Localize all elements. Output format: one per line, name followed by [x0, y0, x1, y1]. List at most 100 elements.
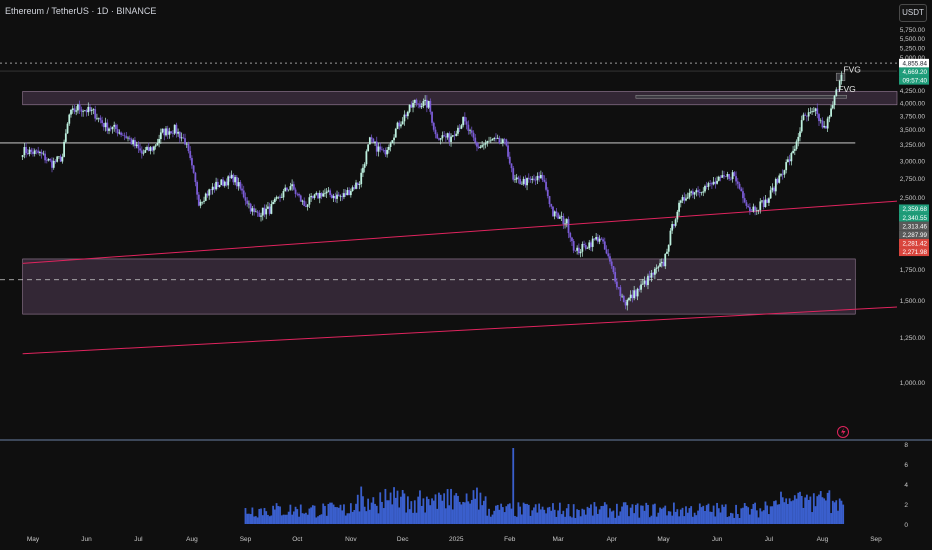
volume-bar: [785, 498, 788, 524]
volume-bar: [672, 502, 675, 524]
candle: [495, 138, 497, 139]
volume-bar: [282, 514, 285, 524]
candle: [374, 141, 376, 143]
candle: [218, 184, 221, 188]
candle: [268, 206, 271, 214]
volume-bar: [723, 506, 725, 524]
price-tag-label: 2,340.55: [902, 215, 927, 222]
volume-bar: [686, 512, 689, 524]
candle: [410, 104, 413, 108]
candle: [365, 151, 368, 165]
price-tag-label: 2,281.42: [902, 241, 927, 248]
candle: [272, 202, 275, 205]
volume-bar: [422, 498, 425, 524]
candle: [555, 211, 558, 214]
candle: [344, 193, 347, 196]
volume-bar: [660, 508, 663, 524]
volume-bar: [562, 510, 565, 524]
volume-bar: [251, 507, 254, 524]
candle: [626, 299, 629, 306]
volume-bar: [362, 496, 364, 524]
volume-bar: [745, 505, 748, 524]
candle: [225, 181, 228, 186]
candle: [786, 159, 789, 163]
candle: [615, 281, 618, 288]
volume-bar: [564, 516, 566, 524]
candle: [482, 144, 485, 146]
candle: [196, 182, 199, 195]
volume-bar: [679, 509, 682, 524]
volume-bar: [728, 516, 731, 524]
candle: [298, 193, 300, 196]
candle: [719, 176, 722, 178]
volume-bar: [759, 508, 762, 524]
candle: [450, 136, 452, 142]
candle: [111, 126, 114, 130]
volume-bar: [514, 515, 516, 524]
candle: [425, 99, 428, 108]
volume-bar: [767, 514, 770, 524]
volume-bar: [258, 508, 261, 524]
volume-bar: [244, 508, 247, 524]
candle: [830, 108, 832, 117]
volume-axis[interactable]: 0 2 4 6 8: [904, 442, 908, 529]
volume-bar: [310, 507, 313, 524]
volume-bar: [410, 501, 413, 524]
volume-bar: [717, 508, 720, 524]
candle: [771, 187, 774, 191]
candle: [113, 124, 116, 127]
candle: [336, 194, 338, 199]
volume-bar: [590, 504, 592, 524]
candle: [672, 224, 675, 226]
candle: [330, 194, 333, 198]
volume-bar: [685, 506, 687, 524]
currency-unit-button[interactable]: USDT: [899, 4, 927, 22]
candle: [664, 253, 667, 267]
volume-bar: [550, 510, 553, 524]
volume-bar: [315, 517, 318, 524]
price-tick-label: 3,250.00: [900, 142, 926, 149]
candle: [560, 216, 563, 217]
candle: [270, 204, 273, 214]
candle: [415, 99, 418, 104]
candle: [755, 210, 758, 211]
volume-tick-label: 0: [904, 522, 908, 529]
volume-bar: [678, 516, 680, 524]
price-tag-bg: [899, 230, 929, 239]
candle: [698, 191, 701, 193]
candle: [501, 139, 504, 144]
volume-bar: [572, 504, 575, 524]
candle: [648, 275, 651, 278]
candle: [97, 117, 100, 119]
candle: [438, 138, 440, 140]
candle: [790, 153, 793, 162]
price-tag-bg: [899, 213, 929, 222]
candle: [526, 177, 528, 186]
candle: [70, 109, 72, 115]
volume-bar: [476, 487, 478, 524]
candle: [66, 123, 69, 134]
candle: [574, 250, 577, 252]
candle: [292, 184, 295, 190]
candle: [767, 198, 770, 203]
candle: [723, 175, 725, 177]
volume-bar: [645, 502, 648, 524]
volume-bar: [522, 502, 525, 524]
lightning-icon[interactable]: [837, 426, 849, 438]
candle: [474, 137, 477, 143]
volume-bar: [792, 500, 794, 524]
candle: [154, 145, 157, 147]
candle: [427, 100, 430, 108]
volume-bar: [607, 517, 610, 524]
volume-bar: [527, 504, 530, 524]
volume-bar: [539, 509, 542, 524]
volume-bar: [534, 504, 537, 524]
volume-bar: [382, 508, 385, 524]
volume-bar: [358, 511, 361, 524]
candle: [828, 116, 831, 119]
candle: [778, 175, 781, 183]
volume-bar: [455, 493, 458, 524]
candle: [710, 183, 713, 185]
time-axis[interactable]: May Jun Jul Aug Sep Oct Nov Dec 2025 Feb Mar Apr May…: [27, 536, 882, 543]
